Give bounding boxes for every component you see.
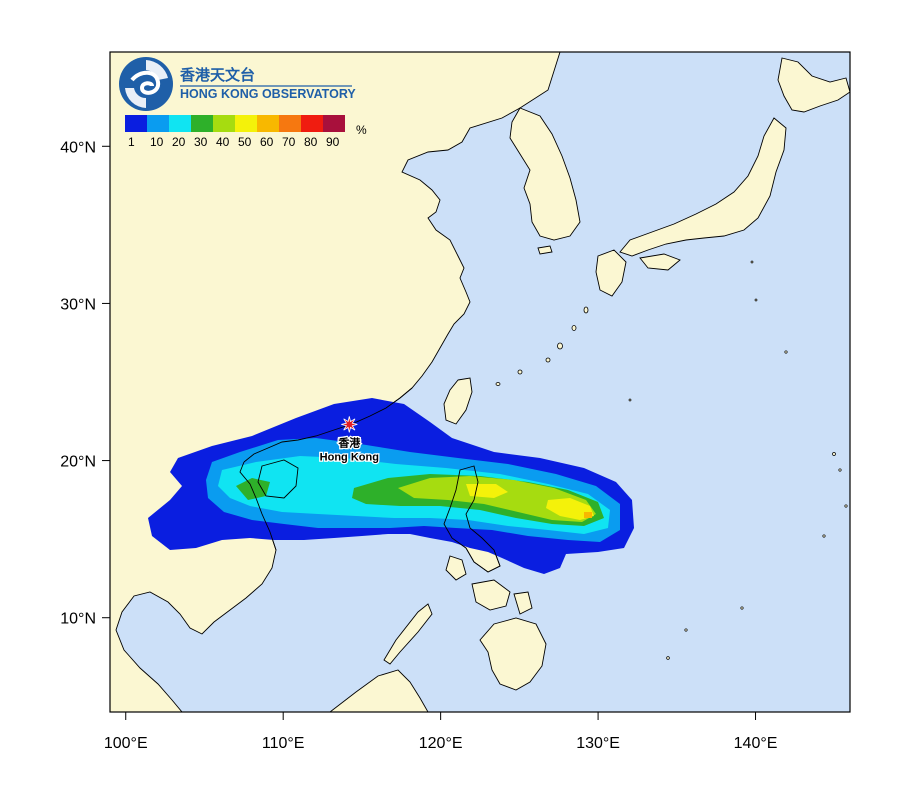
legend-swatch [235,115,257,132]
legend-label: 70 [282,135,296,149]
x-axis: 100°E 110°E 120°E 130°E 140°E [104,712,778,752]
map-frame [109,51,851,713]
legend-swatch [191,115,213,132]
ryukyu-islands [495,306,589,386]
island-visayas [445,555,533,615]
island-shikoku [639,253,681,271]
island-taiwan [443,377,473,425]
island-honshu [619,117,787,257]
y-tick-label: 20°N [60,454,96,471]
legend-swatch [169,115,191,132]
legend-swatch [213,115,235,132]
legend-swatch [147,115,169,132]
legend-swatch [323,115,345,132]
legend-swatch [257,115,279,132]
legend-label: 30 [194,135,208,149]
x-tick-label: 140°E [734,735,778,752]
legend-label: 90 [326,135,340,149]
legend-swatch [125,115,147,132]
coastline-overlay [257,459,299,499]
x-tick-label: 130°E [576,735,620,752]
probability-contours [148,387,634,574]
coastline-overlay [443,465,501,573]
island-jeju [537,245,553,255]
legend-label: 50 [238,135,252,149]
coastline-overlay [239,461,277,551]
y-axis: 10°N 20°N 30°N 40°N [60,139,110,628]
probability-band-60 [584,512,592,518]
probability-band-40 [398,476,596,522]
legend-swatch [279,115,301,132]
color-legend: 1 10 20 30 40 50 60 70 80 90 [125,115,345,149]
legend-label: 20 [172,135,186,149]
probability-band-50 [466,484,594,520]
legend-swatch [301,115,323,132]
legend-label: 40 [216,135,230,149]
legend-unit: % [356,123,367,137]
y-tick-label: 40°N [60,139,96,156]
legend-label: 80 [304,135,318,149]
hong-kong-label-zh: 香港 [337,435,361,449]
hko-emblem-icon [119,57,173,111]
hong-kong-label-en: Hong Kong [320,451,379,463]
coastline-overlay [243,429,335,463]
y-tick-label: 10°N [60,611,96,628]
korean-peninsula [509,107,581,241]
y-tick-label: 30°N [60,296,96,313]
hko-logo: 香港天文台 Hong Kong Observatory [119,57,356,111]
hong-kong-star-icon [341,416,358,433]
x-tick-label: 120°E [419,735,463,752]
island-borneo [329,669,429,712]
island-kyushu [595,249,627,297]
x-tick-label: 110°E [262,735,305,752]
logo-name-en: Hong Kong Observatory [180,87,356,101]
legend-label: 1 [128,135,135,149]
island-hokkaido [777,57,850,113]
x-tick-label: 100°E [104,735,148,752]
small-islands [628,260,848,660]
hong-kong-marker [341,416,358,433]
legend-label: 10 [150,135,164,149]
legend-label: 60 [260,135,274,149]
island-palawan [383,603,433,665]
island-mindanao [479,617,547,691]
logo-name-zh: 香港天文台 [180,66,255,84]
